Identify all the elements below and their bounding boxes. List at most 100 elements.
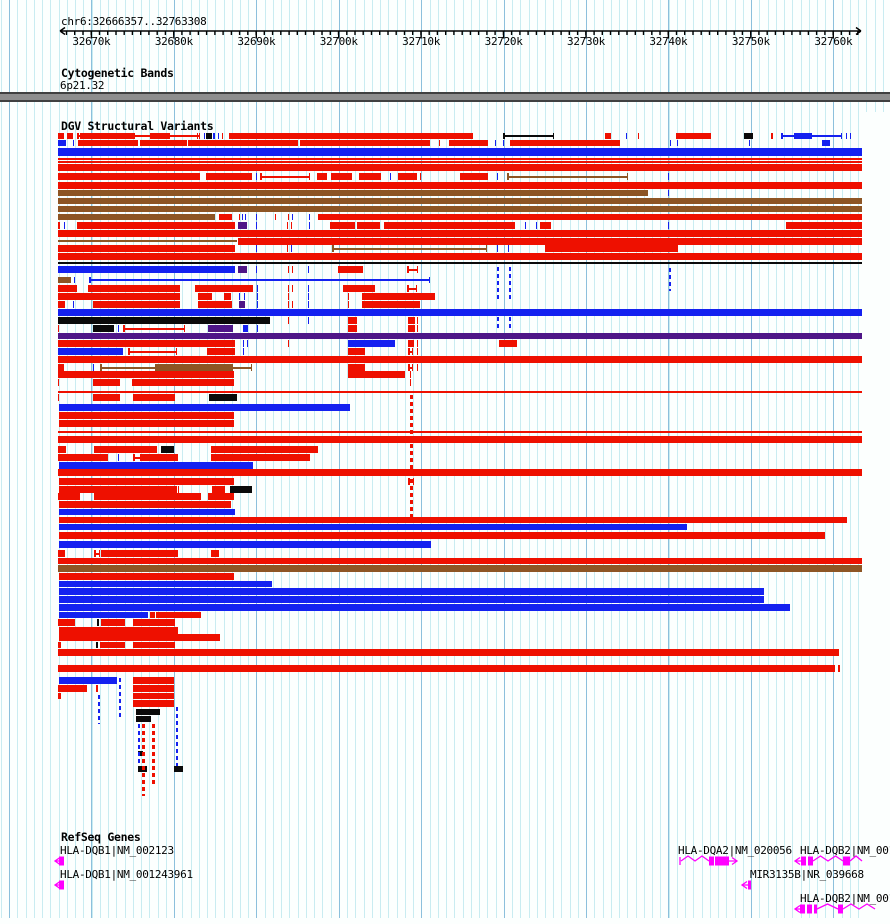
dgv-variant[interactable] — [58, 364, 64, 371]
dgv-variant[interactable] — [133, 677, 174, 684]
dgv-variant[interactable] — [275, 214, 276, 220]
dgv-variant[interactable] — [410, 379, 411, 386]
dgv-variant[interactable] — [59, 677, 117, 684]
dgv-variant[interactable] — [136, 716, 151, 722]
dgv-variant-line[interactable] — [94, 552, 100, 555]
dgv-variant[interactable] — [93, 394, 120, 401]
dgv-variant[interactable] — [256, 245, 257, 252]
dgv-variant[interactable] — [73, 140, 74, 146]
dgv-variant[interactable] — [93, 301, 180, 308]
dgv-variant[interactable] — [243, 325, 248, 332]
dgv-variant[interactable] — [118, 454, 119, 461]
dgv-variant[interactable] — [256, 222, 257, 229]
dgv-variant[interactable] — [362, 293, 435, 300]
dgv-variant[interactable] — [256, 214, 257, 220]
dgv-variant[interactable] — [292, 214, 293, 220]
dgv-variant[interactable] — [213, 133, 215, 139]
dgv-variant[interactable] — [257, 325, 258, 332]
dgv-variant[interactable] — [93, 364, 94, 371]
dgv-variant[interactable] — [318, 214, 862, 220]
dgv-variant[interactable] — [460, 173, 488, 180]
dgv-variant[interactable] — [850, 133, 851, 139]
dgv-variant[interactable] — [309, 222, 310, 229]
dgv-variant[interactable] — [211, 454, 310, 461]
dgv-variant[interactable] — [58, 161, 862, 163]
dgv-variant[interactable] — [58, 164, 862, 171]
dgv-variant[interactable] — [198, 301, 232, 308]
dgv-variant[interactable] — [140, 140, 187, 146]
dgv-variant[interactable] — [238, 266, 247, 273]
cytoband-bar[interactable] — [0, 92, 890, 102]
dgv-variant[interactable] — [59, 627, 178, 634]
dgv-variant[interactable] — [420, 173, 421, 180]
dgv-variant[interactable] — [58, 262, 862, 264]
dgv-variant[interactable] — [677, 140, 678, 146]
dgv-variant[interactable] — [359, 173, 381, 180]
dgv-variant[interactable] — [118, 325, 119, 332]
dgv-variant[interactable] — [58, 348, 123, 355]
dgv-variant[interactable] — [212, 486, 225, 493]
dgv-dash-column[interactable] — [138, 724, 140, 763]
dgv-variant-line[interactable] — [408, 366, 413, 369]
dgv-variant-line[interactable] — [123, 327, 185, 330]
dgv-variant[interactable] — [208, 493, 234, 500]
dgv-variant[interactable] — [357, 222, 380, 229]
dgv-variant[interactable] — [239, 214, 240, 220]
dgv-variant[interactable] — [676, 133, 711, 139]
dgv-variant-line[interactable] — [332, 247, 487, 250]
dgv-variant-line[interactable] — [128, 350, 177, 353]
dgv-variant[interactable] — [59, 462, 253, 469]
dgv-variant[interactable] — [133, 693, 174, 699]
dgv-variant[interactable] — [58, 642, 61, 648]
dgv-variant[interactable] — [58, 436, 862, 443]
dgv-variant-line[interactable] — [407, 268, 418, 271]
dgv-variant[interactable] — [59, 404, 350, 411]
dgv-variant[interactable] — [288, 340, 289, 347]
dgv-variant-bracket[interactable] — [175, 348, 177, 355]
dgv-variant[interactable] — [96, 685, 98, 692]
dgv-variant[interactable] — [291, 245, 292, 252]
dgv-variant[interactable] — [74, 277, 75, 283]
dgv-variant[interactable] — [744, 133, 753, 139]
dgv-variant[interactable] — [331, 173, 352, 180]
dgv-variant[interactable] — [58, 371, 234, 378]
dgv-variant[interactable] — [58, 214, 215, 220]
dgv-variant[interactable] — [499, 340, 517, 347]
gene-glyph[interactable] — [740, 880, 751, 890]
dgv-variant[interactable] — [59, 541, 431, 548]
dgv-variant[interactable] — [525, 222, 526, 229]
dgv-variant[interactable] — [417, 317, 418, 324]
dgv-variant[interactable] — [94, 493, 201, 500]
dgv-variant[interactable] — [222, 133, 223, 139]
dgv-dash-column[interactable] — [669, 268, 671, 291]
dgv-variant[interactable] — [59, 420, 234, 427]
dgv-variant[interactable] — [78, 140, 138, 146]
dgv-variant[interactable] — [67, 133, 73, 139]
dgv-variant[interactable] — [668, 190, 669, 196]
dgv-variant[interactable] — [58, 266, 235, 273]
dgv-variant[interactable] — [155, 364, 233, 371]
dgv-variant[interactable] — [348, 340, 395, 347]
dgv-variant[interactable] — [58, 206, 862, 212]
dgv-variant[interactable] — [245, 214, 246, 220]
dgv-variant[interactable] — [133, 642, 175, 648]
dgv-variant[interactable] — [239, 301, 245, 308]
dgv-variant[interactable] — [287, 222, 288, 229]
dgv-variant[interactable] — [59, 634, 220, 641]
dgv-variant[interactable] — [330, 222, 355, 229]
dgv-variant[interactable] — [626, 133, 627, 139]
dgv-variant[interactable] — [288, 293, 289, 300]
dgv-variant-bracket[interactable] — [250, 364, 252, 371]
dgv-variant[interactable] — [510, 140, 620, 146]
dgv-variant[interactable] — [292, 285, 293, 292]
dgv-variant[interactable] — [540, 222, 551, 229]
dgv-variant[interactable] — [398, 173, 417, 180]
dgv-variant-line[interactable] — [77, 135, 200, 137]
dgv-variant[interactable] — [58, 285, 77, 292]
dgv-variant[interactable] — [58, 140, 66, 146]
dgv-variant[interactable] — [198, 293, 212, 300]
dgv-variant[interactable] — [343, 285, 375, 292]
dgv-variant[interactable] — [362, 301, 420, 308]
dgv-variant[interactable] — [224, 293, 231, 300]
dgv-variant[interactable] — [287, 245, 288, 252]
